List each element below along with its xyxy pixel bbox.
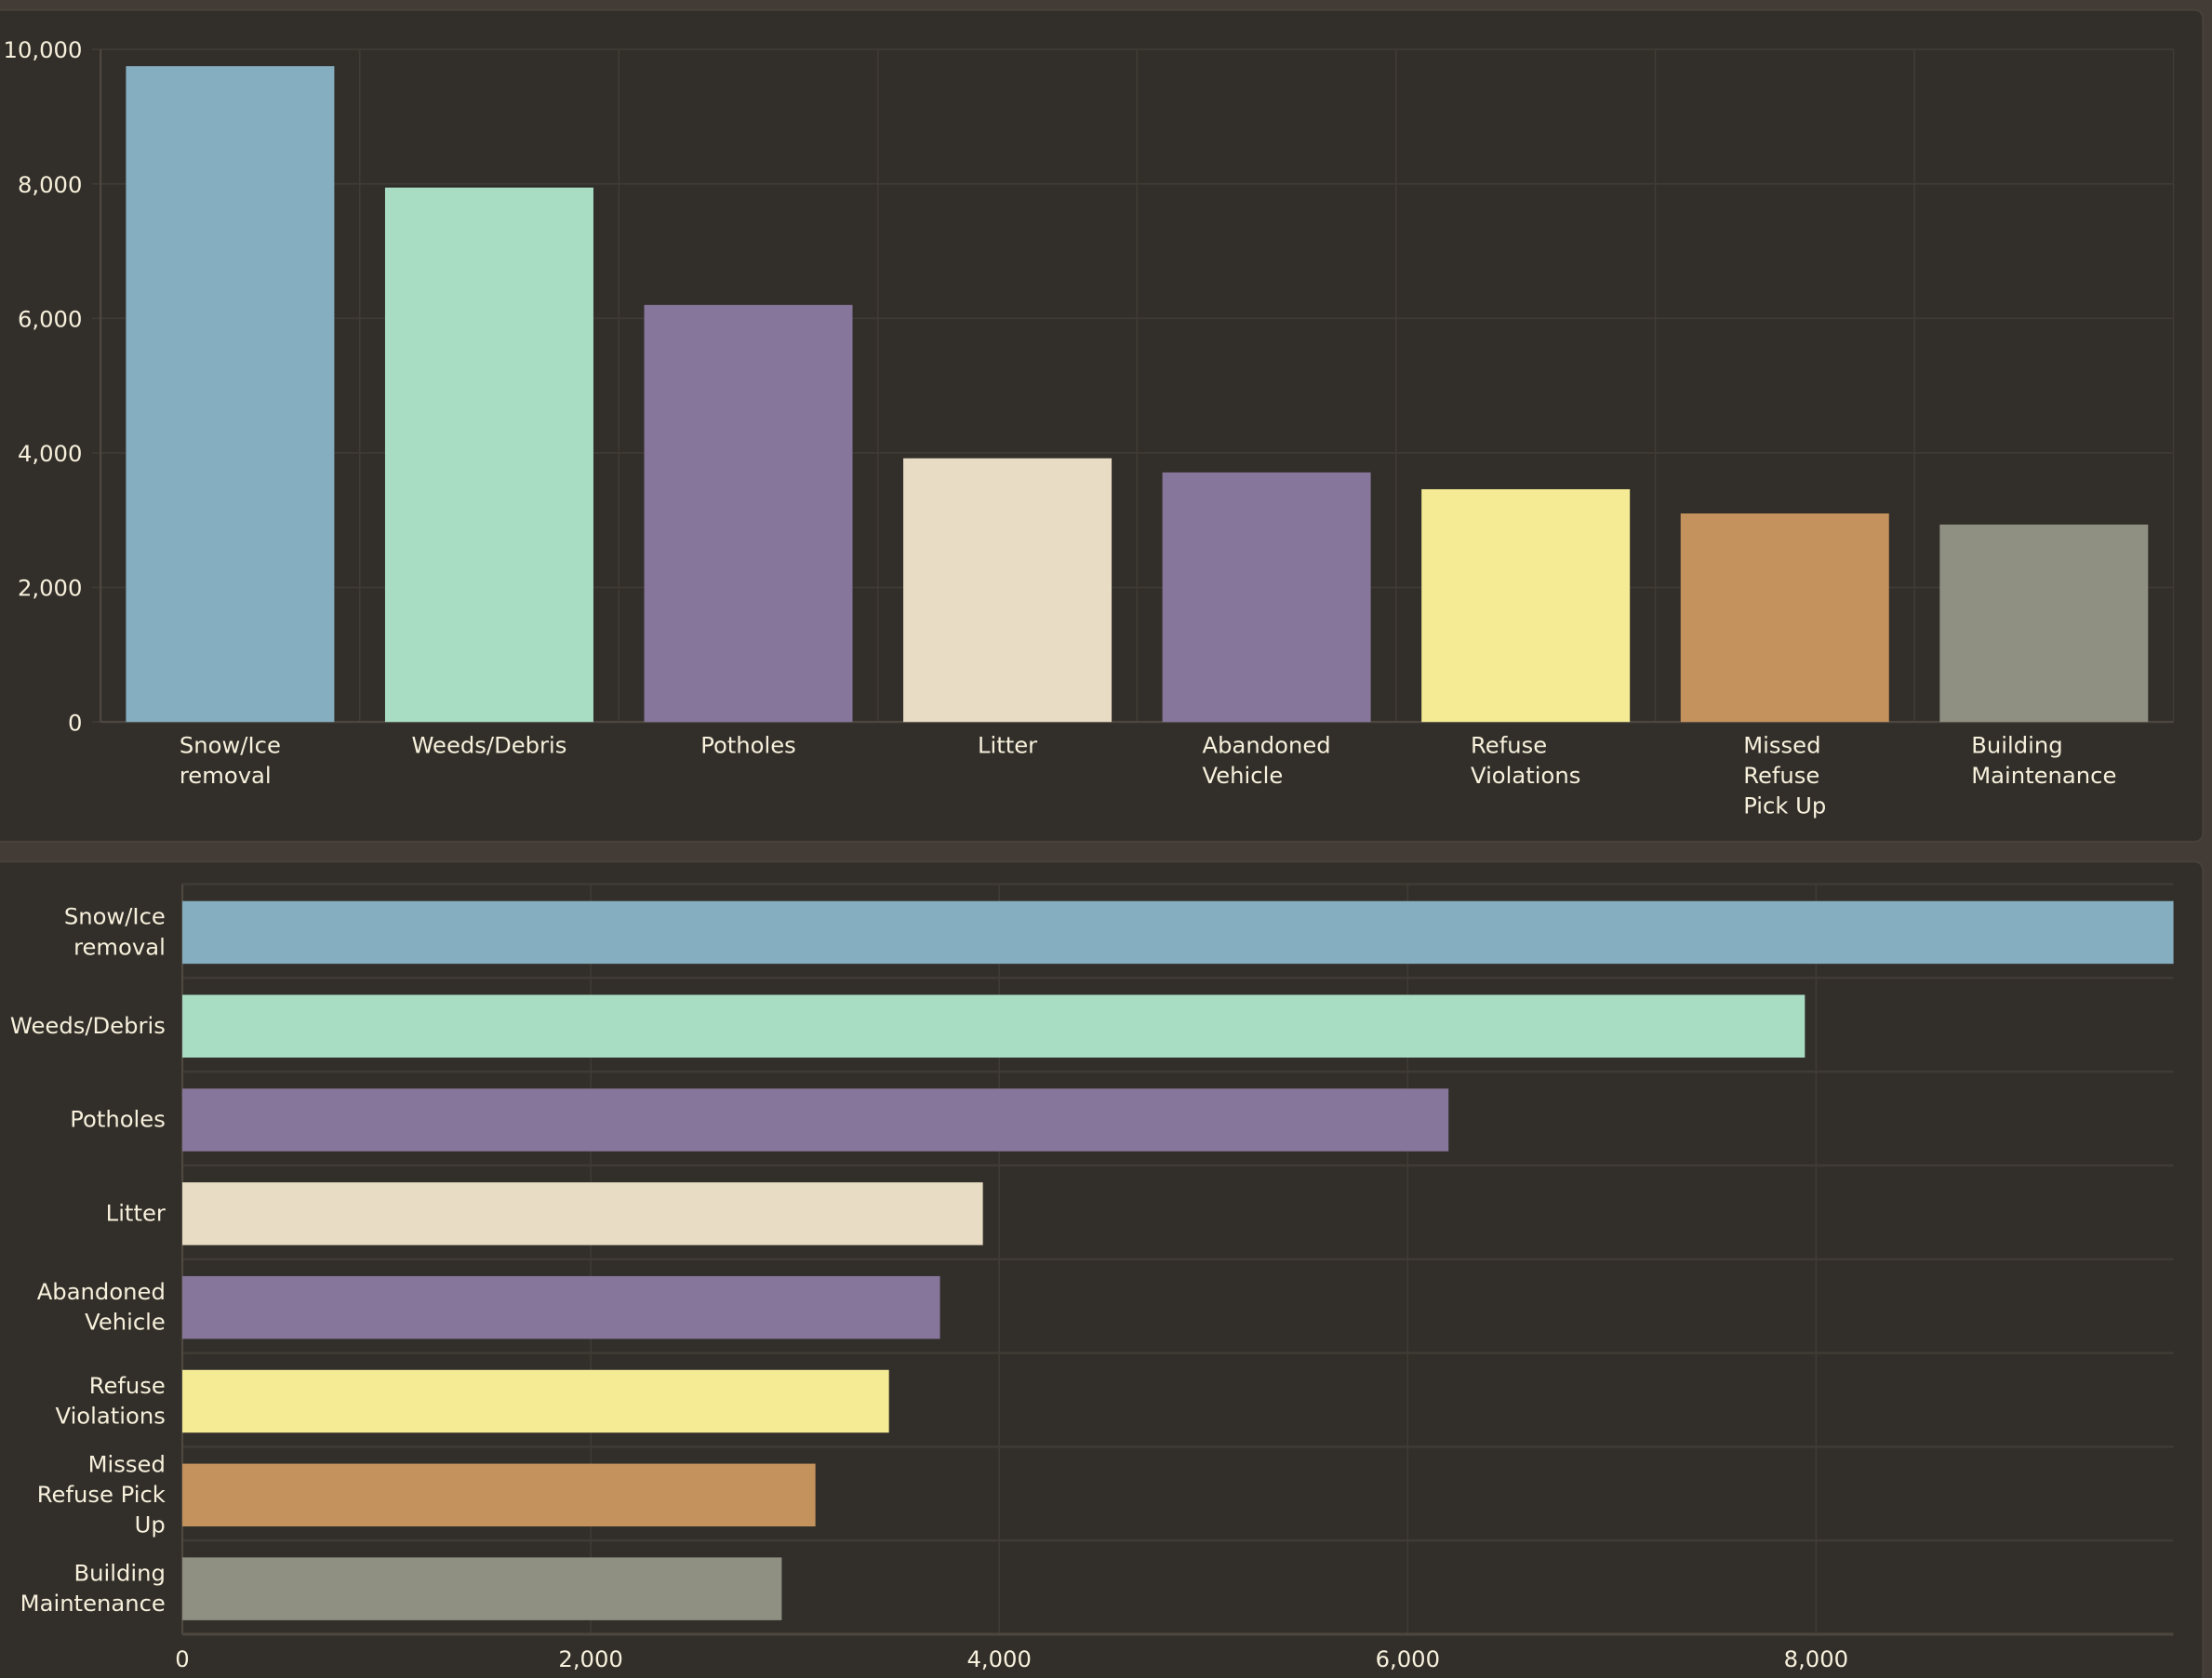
- y-tick-label: Building: [73, 1559, 165, 1586]
- y-tick-label: Refuse: [89, 1372, 166, 1399]
- bar: [644, 304, 853, 723]
- x-tick-label: 0: [175, 1645, 189, 1672]
- y-tick-label: Vehicle: [85, 1309, 166, 1336]
- x-tick-label: Abandoned Vehicle: [1203, 732, 1331, 790]
- x-tick-label-line: Missed: [1743, 732, 1820, 759]
- y-tick-label: 0: [68, 709, 82, 736]
- y-tick-label: Refuse Pick: [37, 1481, 166, 1508]
- horizontal-bar-chart-panel: [0, 860, 2205, 1678]
- bar: [903, 458, 1113, 723]
- bar: [182, 1463, 816, 1527]
- y-tick-label: 10,000: [4, 36, 83, 63]
- y-tick-label: Up: [135, 1511, 166, 1538]
- y-tick-label: Weeds/Debris: [10, 1012, 166, 1039]
- x-tick-label-line: Pick Up: [1743, 792, 1826, 819]
- y-tick-label: Missed: [88, 1450, 166, 1477]
- x-tick-label-line: Potholes: [700, 732, 796, 759]
- x-tick-label: Refuse Violations: [1471, 732, 1580, 790]
- x-tick-label-line: Maintenance: [1971, 762, 2116, 789]
- x-tick-label: 2,000: [558, 1645, 622, 1672]
- x-tick-label-line: Snow/Ice: [180, 732, 281, 759]
- bar: [182, 1369, 889, 1433]
- y-tick-label: Litter: [106, 1199, 166, 1226]
- bar: [182, 1182, 983, 1245]
- y-tick-label: removal: [73, 933, 166, 960]
- bar: [1939, 524, 2149, 723]
- x-tick-label: Missed Refuse Pick Up: [1743, 732, 1826, 819]
- x-tick-label: 8,000: [1784, 1645, 1848, 1672]
- x-tick-label: Litter: [978, 732, 1037, 759]
- x-tick-label: Potholes: [700, 732, 796, 759]
- x-tick-label: Weeds/Debris: [411, 732, 566, 759]
- y-tick-label: Snow/Ice: [64, 903, 166, 930]
- x-tick-label-line: Vehicle: [1203, 762, 1284, 789]
- y-tick-label: 8,000: [18, 171, 82, 198]
- bar: [182, 1275, 940, 1339]
- y-tick-label: Maintenance: [20, 1590, 166, 1617]
- bar: [384, 187, 593, 723]
- x-tick-label-line: Abandoned: [1203, 732, 1331, 759]
- x-tick-label: 4,000: [966, 1645, 1031, 1672]
- y-tick-label: Potholes: [70, 1106, 166, 1133]
- bar: [182, 994, 1806, 1058]
- y-tick-label: 2,000: [18, 575, 82, 602]
- x-tick-label: Building Maintenance: [1971, 732, 2116, 790]
- x-tick-label-line: Refuse: [1743, 762, 1819, 789]
- y-tick-label: 6,000: [18, 305, 82, 332]
- horizontal-bar-chart: 0 2,000 4,000 6,000 8,000 Snow/Ice removal Weed…: [10, 883, 2174, 1672]
- y-tick-label: Abandoned: [37, 1278, 166, 1305]
- bar: [182, 1557, 782, 1620]
- y-tick-label: 4,000: [18, 440, 82, 467]
- bar: [1421, 488, 1631, 723]
- bar: [182, 1088, 1449, 1152]
- x-tick-label-line: Weeds/Debris: [411, 732, 566, 759]
- x-tick-label-line: Building: [1971, 732, 2062, 759]
- bar: [1162, 472, 1371, 723]
- y-tick-label: Violations: [56, 1402, 166, 1429]
- x-tick-label-line: removal: [180, 762, 272, 789]
- x-tick-label: 6,000: [1376, 1645, 1440, 1672]
- bar: [126, 66, 335, 723]
- vertical-bar-chart: 0 2,000 4,000 6,000 8,000 10,000 Snow/Ice remov…: [4, 36, 2175, 819]
- bar: [182, 900, 2174, 965]
- bar: [1680, 513, 1889, 723]
- x-tick-label-line: Violations: [1471, 762, 1580, 789]
- x-tick-label-line: Litter: [978, 732, 1037, 759]
- x-tick-label-line: Refuse: [1471, 732, 1547, 759]
- x-tick-label: Snow/Ice removal: [180, 732, 281, 790]
